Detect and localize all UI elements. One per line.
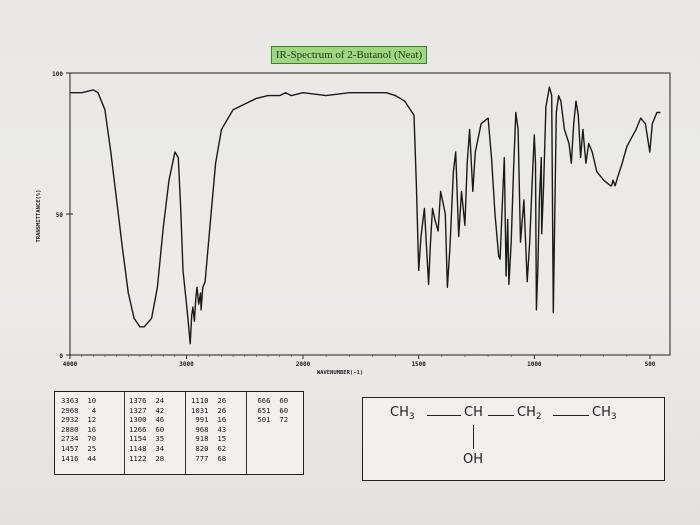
peak-table-row: 666 60 [253,396,289,405]
peak-table-row: 501 72 [253,415,289,425]
column-divider [246,392,247,474]
peak-table-row: 1300 46 [129,415,165,425]
x-axis-label: WAVENUMBER(-1) [317,370,363,376]
peak-table-row: 991 16 [191,415,227,425]
y-tick-label: 100 [52,71,63,78]
peak-column-3: 1110 26 1031 26 991 16 968 43 918 15 820 … [191,396,226,463]
y-axis-label: TRANSMITTANCE(%) [36,190,42,243]
peak-table-row: 2734 70 [61,434,97,444]
bond-line [473,425,474,449]
peak-table-row: 1416 44 [61,453,97,463]
peak-table-row: 1110 26 [191,396,227,405]
peak-table-row: 1154 35 [129,434,165,444]
x-tick-label: 1500 [411,361,426,368]
peak-table-row: 1031 26 [191,405,227,415]
peak-column-4: 666 60 651 60 501 72 [253,396,288,425]
x-tick-label: 4000 [63,361,78,368]
peak-table-row: 2932 12 [61,415,97,425]
plot-frame [69,72,671,356]
peak-table-row: 3363 10 [61,396,97,405]
peak-table-row: 1266 60 [129,424,165,434]
peak-table-row: 777 68 [191,453,227,463]
x-tick-label: 2000 [296,361,311,368]
peak-table-row: 651 60 [253,405,289,415]
x-tick-label: 1000 [527,361,542,368]
chart-title: IR-Spectrum of 2-Butanol (Neat) [271,46,427,64]
x-tick-label: 500 [645,361,656,368]
peak-table-row: 2968 4 [61,405,97,415]
structure-ch2: CH2 [517,405,542,422]
x-tick-label: 3000 [179,361,194,368]
peak-table-row: 1376 24 [129,396,165,405]
column-divider [185,392,186,474]
peak-table-row: 2880 16 [61,424,97,434]
bond-line [488,415,514,416]
peak-table-row: 918 15 [191,434,227,444]
peak-table: 3363 10 2968 4 2932 12 2880 16 2734 70 1457 2… [54,391,304,475]
peak-table-row: 1457 25 [61,443,97,453]
column-divider [124,392,125,474]
structure-ch3-right: CH3 [592,405,617,422]
peak-table-row: 1327 42 [129,405,165,415]
structure-oh: OH [463,452,484,467]
y-tick-label: 0 [59,353,63,360]
bond-line [427,415,461,416]
peak-table-row: 1122 28 [129,453,165,463]
structure-ch3-left: CH3 [390,405,415,422]
structure-ch: CH [464,405,483,420]
spectrum-line [70,86,661,345]
peak-table-row: 820 62 [191,443,227,453]
peak-table-row: 1148 34 [129,443,165,453]
structure-diagram: CH3 CH CH2 CH3 OH [362,397,665,481]
peak-column-2: 1376 24 1327 42 1300 46 1266 60 1154 35 1148 … [129,396,164,463]
bond-line [553,415,589,416]
peak-column-1: 3363 10 2968 4 2932 12 2880 16 2734 70 1457 2… [61,396,96,463]
y-tick-label: 50 [56,212,64,219]
peak-table-row: 968 43 [191,424,227,434]
